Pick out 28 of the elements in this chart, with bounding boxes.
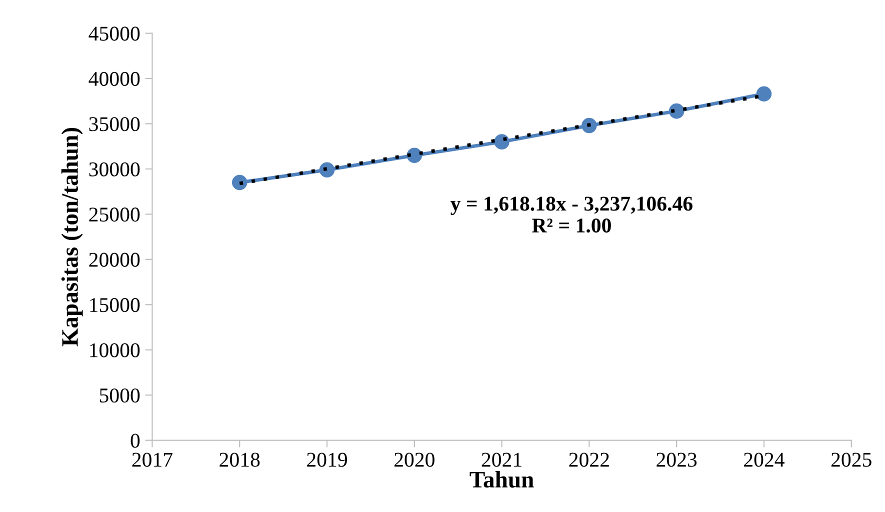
x-tick-label: 2024 [744, 452, 784, 467]
annotation: y = 1,618.18x - 3,237,106.46 R² = 1.00 [450, 196, 692, 233]
y-tick-label: 0 [130, 434, 140, 448]
y-tick-label: 45000 [88, 26, 140, 41]
y-tick-label: 20000 [89, 252, 140, 267]
point [582, 118, 597, 134]
x-tick-label: 2020 [394, 452, 434, 467]
y-axis-title: Kapasitas (ton/tahun) [61, 128, 83, 346]
x-tick-label: 2025 [831, 452, 872, 467]
x-tick-label: 2018 [220, 452, 260, 467]
x-tick-label: 2019 [307, 452, 347, 467]
point [494, 134, 510, 150]
x-axis-title: Tahun [470, 471, 534, 488]
x-tick-label: 2022 [569, 452, 609, 467]
y-tick-label: 35000 [89, 117, 140, 132]
y-tick-label: 25000 [89, 208, 140, 222]
y-tick-label: 5000 [100, 388, 140, 403]
y-tick-label: 30000 [89, 162, 140, 176]
point [232, 174, 248, 190]
x-tick-label: 2021 [482, 452, 522, 467]
point [319, 162, 335, 178]
x-tick-label: 2023 [656, 452, 697, 467]
point [756, 86, 772, 102]
y-tick-label: 10000 [90, 343, 140, 358]
x-tick-label: 2017 [132, 452, 172, 467]
y-tick-label: 15000 [90, 298, 140, 312]
y-tick-label: 40000 [88, 72, 140, 86]
point [668, 103, 684, 119]
